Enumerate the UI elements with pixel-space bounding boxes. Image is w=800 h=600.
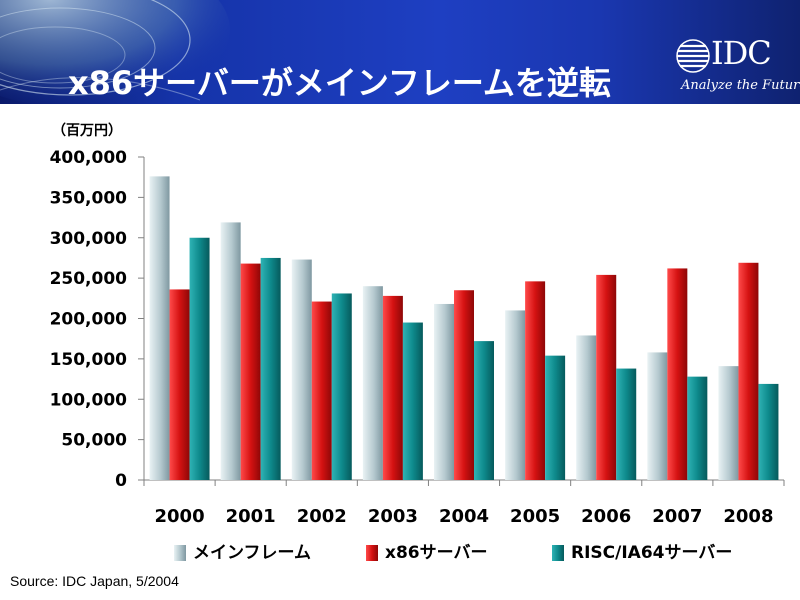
bar-2004-series-2	[474, 341, 494, 480]
y-tick-label: 400,000	[50, 148, 128, 168]
header-banner: x86サーバーがメインフレームを逆転 IDC Analyze the Futur…	[0, 0, 800, 104]
y-tick-label: 200,000	[50, 310, 128, 330]
x-tick-label: 2002	[297, 506, 347, 527]
bar-2005-series-0	[505, 310, 526, 480]
idc-logo: IDC Analyze the Future	[673, 34, 800, 98]
legend-label: メインフレーム	[193, 543, 311, 563]
bar-2000-series-0	[149, 176, 170, 480]
globe-decoration-icon	[0, 0, 230, 104]
y-tick-label: 50,000	[61, 431, 127, 451]
bar-2001-series-1	[240, 263, 261, 480]
x-tick-label: 2004	[439, 506, 489, 527]
bar-2006-series-0	[576, 335, 597, 480]
idc-globe-icon	[676, 39, 710, 73]
bar-2006-series-1	[596, 274, 617, 480]
bar-2007-series-2	[687, 376, 708, 480]
x-tick-label: 2003	[368, 506, 418, 527]
bar-2003-series-0	[362, 286, 383, 480]
bar-2005-series-2	[545, 355, 566, 480]
legend-swatch	[174, 545, 186, 561]
y-tick-label: 0	[115, 471, 127, 491]
bar-2008-series-2	[758, 383, 779, 480]
bar-2001-series-0	[220, 222, 241, 480]
legend-swatch	[552, 545, 564, 561]
y-tick-label: 150,000	[50, 350, 128, 370]
legend-label: x86サーバー	[385, 543, 488, 563]
bar-2001-series-2	[260, 257, 281, 480]
y-axis-unit-label: （百万円）	[52, 123, 122, 139]
bar-chart: 0 50,000 100,000 150,000 200,000 250,000 300,0…	[50, 148, 785, 527]
bar-2002-series-2	[331, 293, 352, 480]
x-tick-label: 2000	[155, 506, 205, 527]
logo-tagline: Analyze the Future	[681, 78, 800, 93]
y-tick-label: 300,000	[50, 229, 128, 249]
source-note: Source: IDC Japan, 5/2004	[10, 573, 179, 589]
x-tick-label: 2008	[723, 506, 773, 527]
y-tick-label: 250,000	[50, 269, 128, 289]
bar-2004-series-1	[454, 290, 474, 480]
logo-text: IDC	[711, 34, 772, 72]
bar-2004-series-0	[434, 303, 454, 480]
bar-2008-series-1	[738, 262, 759, 480]
bar-2006-series-2	[616, 368, 637, 480]
bar-2002-series-0	[291, 259, 312, 480]
legend-swatch	[366, 545, 378, 561]
y-tick-label: 100,000	[50, 390, 128, 410]
x-tick-label: 2007	[652, 506, 702, 527]
bar-2005-series-1	[525, 281, 546, 480]
bar-2003-series-2	[402, 322, 423, 480]
x-tick-label: 2006	[581, 506, 631, 527]
bar-2000-series-2	[189, 237, 210, 480]
bar-2007-series-0	[647, 352, 668, 480]
bar-2008-series-0	[718, 366, 739, 480]
bar-2002-series-1	[311, 301, 332, 480]
x-tick-label: 2005	[510, 506, 560, 527]
bar-2007-series-1	[667, 268, 688, 480]
y-tick-label: 350,000	[50, 188, 128, 208]
legend-label: RISC/IA64サーバー	[571, 543, 733, 563]
bar-2000-series-1	[169, 289, 190, 480]
page-title: x86サーバーがメインフレームを逆転	[68, 64, 611, 102]
bar-2003-series-1	[382, 295, 403, 480]
x-tick-label: 2001	[226, 506, 276, 527]
